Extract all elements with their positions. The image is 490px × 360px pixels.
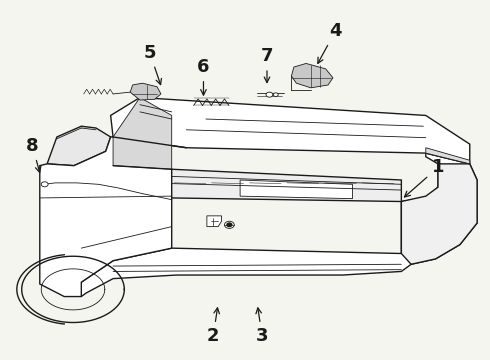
Text: 8: 8 xyxy=(26,137,41,172)
Polygon shape xyxy=(401,153,477,264)
Polygon shape xyxy=(240,180,352,199)
Polygon shape xyxy=(172,169,401,202)
Polygon shape xyxy=(401,164,477,264)
Circle shape xyxy=(41,182,48,187)
Text: 4: 4 xyxy=(318,22,342,63)
Circle shape xyxy=(273,93,278,96)
Circle shape xyxy=(266,92,273,97)
Circle shape xyxy=(227,223,232,226)
Polygon shape xyxy=(111,98,470,164)
Text: 7: 7 xyxy=(261,47,273,82)
Text: 3: 3 xyxy=(256,308,269,345)
Text: 5: 5 xyxy=(144,44,161,85)
Text: 6: 6 xyxy=(197,58,210,95)
Polygon shape xyxy=(207,216,221,226)
Polygon shape xyxy=(426,148,470,164)
Polygon shape xyxy=(292,63,333,88)
Polygon shape xyxy=(81,248,411,297)
Text: 2: 2 xyxy=(207,308,220,345)
Polygon shape xyxy=(113,98,172,169)
Circle shape xyxy=(224,221,234,228)
Polygon shape xyxy=(40,137,171,297)
Text: 1: 1 xyxy=(404,158,444,197)
Polygon shape xyxy=(130,83,161,100)
Polygon shape xyxy=(47,126,111,166)
